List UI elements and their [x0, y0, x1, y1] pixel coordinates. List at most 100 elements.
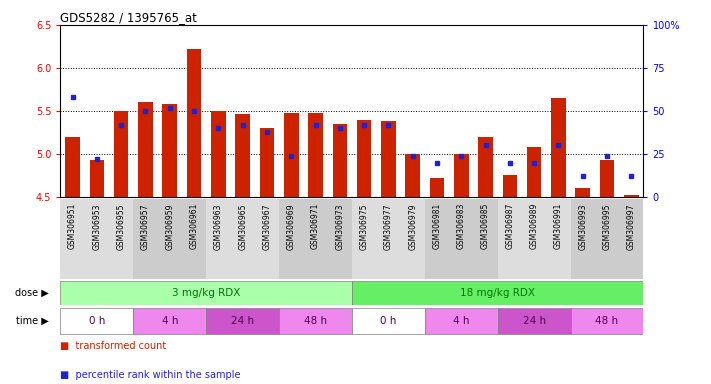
- Bar: [424, 308, 498, 334]
- Bar: [206, 199, 230, 279]
- Text: GSM306969: GSM306969: [288, 197, 294, 240]
- Bar: [304, 199, 328, 279]
- Text: time ▶: time ▶: [16, 316, 49, 326]
- Bar: [260, 128, 274, 197]
- Bar: [134, 199, 158, 279]
- Text: GSM306969: GSM306969: [287, 203, 296, 250]
- Text: GSM306985: GSM306985: [481, 203, 490, 249]
- Text: GSM306973: GSM306973: [337, 197, 343, 240]
- Bar: [187, 49, 201, 197]
- Text: GSM306955: GSM306955: [118, 197, 124, 240]
- Bar: [352, 199, 376, 279]
- Text: ■  transformed count: ■ transformed count: [60, 341, 166, 351]
- Text: GSM306955: GSM306955: [117, 203, 126, 250]
- Text: GSM306977: GSM306977: [384, 203, 393, 250]
- Text: GSM306963: GSM306963: [215, 197, 221, 240]
- Text: GSM306971: GSM306971: [311, 203, 320, 249]
- Text: GSM306983: GSM306983: [456, 203, 466, 249]
- Text: GSM306989: GSM306989: [530, 203, 539, 249]
- Text: GSM306975: GSM306975: [360, 203, 368, 250]
- Text: GDS5282 / 1395765_at: GDS5282 / 1395765_at: [60, 11, 198, 24]
- Bar: [352, 281, 643, 305]
- Bar: [279, 199, 304, 279]
- Text: GSM306983: GSM306983: [459, 197, 464, 240]
- Bar: [328, 199, 352, 279]
- Text: 48 h: 48 h: [304, 316, 327, 326]
- Text: 0 h: 0 h: [380, 316, 397, 326]
- Text: GSM306965: GSM306965: [238, 203, 247, 250]
- Bar: [134, 308, 206, 334]
- Bar: [109, 199, 134, 279]
- Text: GSM306997: GSM306997: [629, 197, 634, 240]
- Bar: [211, 111, 225, 197]
- Text: GSM306973: GSM306973: [336, 203, 344, 250]
- Bar: [551, 98, 566, 197]
- Bar: [424, 199, 449, 279]
- Text: GSM306953: GSM306953: [94, 197, 100, 240]
- Text: GSM306989: GSM306989: [531, 197, 537, 240]
- Text: GSM306987: GSM306987: [507, 197, 513, 240]
- Text: GSM306963: GSM306963: [214, 203, 223, 250]
- Text: GSM306959: GSM306959: [167, 197, 173, 240]
- Bar: [352, 308, 425, 334]
- Text: GSM306977: GSM306977: [385, 197, 391, 240]
- Text: 3 mg/kg RDX: 3 mg/kg RDX: [172, 288, 240, 298]
- Text: ■  percentile rank within the sample: ■ percentile rank within the sample: [60, 370, 241, 380]
- Bar: [546, 199, 570, 279]
- Bar: [357, 119, 371, 197]
- Bar: [60, 199, 85, 279]
- Bar: [90, 160, 105, 197]
- Text: GSM306995: GSM306995: [602, 203, 611, 250]
- Text: GSM306959: GSM306959: [165, 203, 174, 250]
- Text: GSM306957: GSM306957: [141, 203, 150, 250]
- Bar: [575, 189, 590, 197]
- Bar: [522, 199, 546, 279]
- Bar: [479, 137, 493, 197]
- Bar: [595, 199, 619, 279]
- Bar: [619, 199, 643, 279]
- Text: 48 h: 48 h: [595, 316, 619, 326]
- Bar: [405, 154, 420, 197]
- Bar: [454, 154, 469, 197]
- Bar: [498, 199, 522, 279]
- Bar: [85, 199, 109, 279]
- Bar: [230, 199, 255, 279]
- Text: dose ▶: dose ▶: [15, 288, 49, 298]
- Text: 18 mg/kg RDX: 18 mg/kg RDX: [460, 288, 535, 298]
- Bar: [527, 147, 542, 197]
- Text: 24 h: 24 h: [231, 316, 255, 326]
- Bar: [182, 199, 206, 279]
- Text: 4 h: 4 h: [161, 316, 178, 326]
- Bar: [381, 121, 395, 197]
- Bar: [449, 199, 474, 279]
- Bar: [65, 137, 80, 197]
- Text: GSM306981: GSM306981: [432, 203, 442, 249]
- Bar: [308, 113, 323, 197]
- Bar: [599, 160, 614, 197]
- Bar: [235, 114, 250, 197]
- Bar: [503, 175, 517, 197]
- Bar: [624, 195, 638, 197]
- Text: GSM306953: GSM306953: [92, 203, 102, 250]
- Bar: [570, 199, 595, 279]
- Text: GSM306961: GSM306961: [191, 197, 197, 240]
- Text: GSM306965: GSM306965: [240, 197, 245, 240]
- Text: GSM306993: GSM306993: [578, 203, 587, 250]
- Text: GSM306961: GSM306961: [190, 203, 198, 249]
- Text: GSM306967: GSM306967: [264, 197, 270, 240]
- Text: GSM306957: GSM306957: [142, 197, 149, 240]
- Text: GSM306997: GSM306997: [627, 203, 636, 250]
- Text: GSM306985: GSM306985: [483, 197, 488, 240]
- Bar: [474, 199, 498, 279]
- Text: GSM306991: GSM306991: [554, 203, 563, 249]
- Bar: [284, 113, 299, 197]
- Bar: [333, 124, 347, 197]
- Bar: [114, 111, 129, 197]
- Bar: [255, 199, 279, 279]
- Text: GSM306951: GSM306951: [68, 203, 77, 249]
- Bar: [138, 103, 153, 197]
- Text: GSM306981: GSM306981: [434, 197, 440, 240]
- Text: GSM306995: GSM306995: [604, 197, 610, 240]
- Text: 4 h: 4 h: [453, 316, 469, 326]
- Bar: [570, 308, 643, 334]
